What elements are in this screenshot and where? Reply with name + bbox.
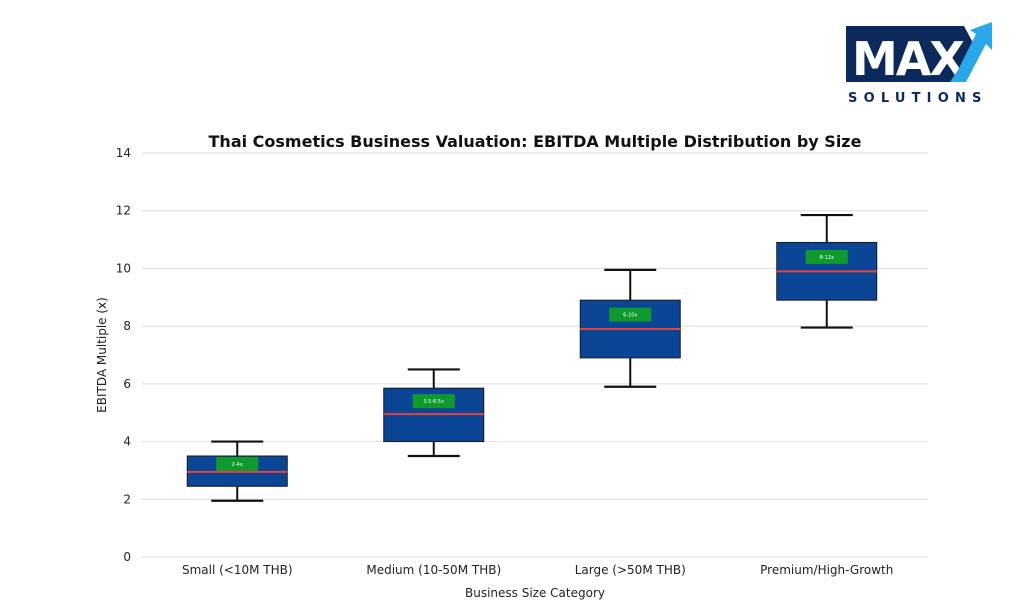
- y-tick-label: 4: [123, 435, 131, 449]
- y-tick-label: 14: [116, 146, 131, 160]
- range-label: 8-12x: [820, 255, 834, 261]
- range-label: 3.5-6.5x: [423, 399, 444, 405]
- range-label-bg: [805, 249, 848, 264]
- range-label: 6-10x: [623, 313, 637, 319]
- range-label-bg: [412, 394, 455, 409]
- y-axis-label: EBITDA Multiple (x): [95, 297, 109, 413]
- y-tick-label: 6: [123, 377, 131, 391]
- logo-main-text: MAX: [852, 32, 964, 86]
- box-0: 2-4x: [186, 440, 288, 502]
- range-label: 2-4x: [232, 462, 243, 468]
- logo-background: [846, 26, 978, 82]
- box-series: 2-4x 3.5-6.5x 6-10x 8-12x: [186, 213, 878, 502]
- max-solutions-logo: MAX SOLUTIONS: [846, 22, 996, 106]
- x-axis-label: Business Size Category: [465, 586, 605, 600]
- x-tick-label: Premium/High-Growth: [760, 563, 893, 577]
- x-tick-label: Small (<10M THB): [182, 563, 293, 577]
- grid-lines: [142, 152, 928, 558]
- logo-arrow-icon: [950, 22, 992, 82]
- y-tick-labels: 0 2 4 6 8 10 12 14: [116, 146, 131, 564]
- range-label-bg: [216, 456, 259, 471]
- box-1: 3.5-6.5x: [383, 368, 485, 458]
- x-tick-label: Large (>50M THB): [575, 563, 686, 577]
- y-tick-label: 10: [116, 261, 131, 275]
- y-tick-label: 0: [123, 550, 131, 564]
- chart-title: Thai Cosmetics Business Valuation: EBITD…: [209, 132, 862, 151]
- y-tick-label: 8: [123, 319, 131, 333]
- range-label-bg: [609, 307, 652, 322]
- box-3: 8-12x: [776, 213, 878, 329]
- y-tick-label: 12: [116, 204, 131, 218]
- box-2: 6-10x: [579, 268, 681, 388]
- x-tick-labels: Small (<10M THB) Medium (10-50M THB) Large…: [182, 563, 893, 577]
- logo-sub-text: SOLUTIONS: [848, 91, 988, 106]
- x-tick-label: Medium (10-50M THB): [366, 563, 501, 577]
- y-tick-label: 2: [123, 492, 131, 506]
